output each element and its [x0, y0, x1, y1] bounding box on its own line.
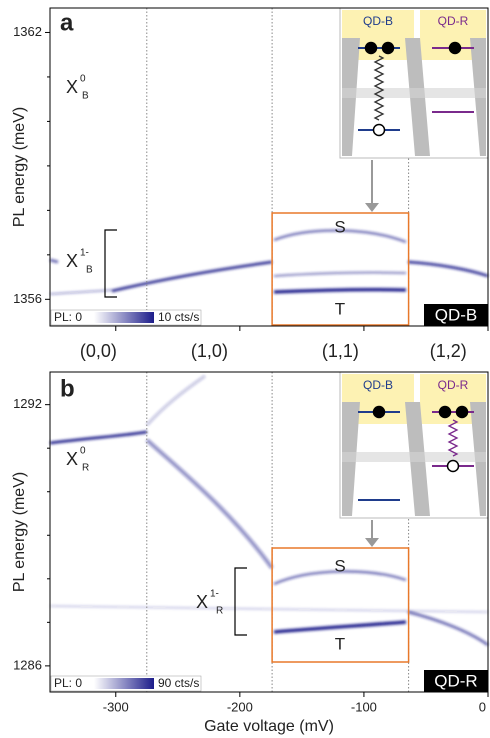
arrow-head [365, 203, 379, 212]
colorbar-max: 90 cts/s [158, 676, 199, 690]
carrier [366, 43, 377, 54]
panel-letter: b [60, 375, 75, 402]
inset-label: QD-B [363, 378, 393, 392]
y-tick-label: 1362 [13, 24, 42, 39]
carrier [374, 407, 385, 418]
charge-state: (1,2) [430, 341, 467, 361]
level-label: S [334, 217, 345, 236]
colorbar [94, 678, 154, 689]
tag: QD-R [434, 671, 477, 690]
annotation-sup: 1- [80, 248, 89, 259]
y-axis-label: PL energy (meV) [11, 472, 28, 592]
x-tick-label: -300 [103, 699, 129, 714]
x-tick-label: -100 [351, 699, 377, 714]
annotation: X [66, 449, 78, 469]
annotation-sub: B [86, 265, 93, 276]
charge-state: (1,1) [322, 341, 359, 361]
x-tick-label: 0 [479, 699, 486, 714]
level-label: T [335, 634, 345, 653]
inset-label: QD-R [438, 14, 469, 28]
charge-state: (0,0) [80, 341, 117, 361]
x-axis-label: Gate voltage (mV) [204, 718, 334, 735]
carrier [440, 407, 451, 418]
carrier [383, 43, 394, 54]
colorbar-max: 10 cts/s [158, 310, 199, 324]
inset-label: QD-B [363, 14, 393, 28]
y-tick-label: 1292 [13, 396, 42, 411]
colorbar-min: PL: 0 [54, 676, 82, 690]
carrier [457, 407, 468, 418]
arrow-head [365, 538, 379, 547]
y-axis-label: PL energy (meV) [11, 107, 28, 227]
inset: QD-B QD-R [340, 8, 488, 158]
annotation-sup: 0 [80, 446, 86, 457]
level-label: S [334, 556, 345, 575]
annotation-sup: 0 [80, 74, 86, 85]
inset: QD-B QD-R [340, 372, 488, 518]
figure: QD-BQD-R13561362PL energy (meV)aX0BX1-BS… [0, 0, 490, 738]
y-tick-label: 1356 [13, 291, 42, 306]
spectrum-a [50, 230, 488, 294]
inset-label: QD-R [438, 378, 469, 392]
annotation: X [66, 77, 78, 97]
annotation: X [196, 592, 208, 612]
annotation-sup: 1- [210, 589, 219, 600]
panel-letter: a [60, 9, 74, 36]
colorbar-min: PL: 0 [54, 310, 82, 324]
carrier [450, 43, 461, 54]
inset-gray [342, 452, 486, 462]
annotation-sub: R [82, 463, 89, 474]
tag: QD-B [435, 305, 478, 324]
bracket [235, 568, 247, 635]
carrier [374, 125, 385, 136]
x-tick-label: -200 [227, 699, 253, 714]
annotation-sub: B [82, 91, 89, 102]
inset-gray [342, 88, 486, 98]
annotation: X [66, 251, 78, 271]
level-label: T [335, 299, 345, 318]
charge-state: (1,0) [191, 341, 228, 361]
colorbar [94, 312, 154, 323]
carrier [448, 461, 459, 472]
bracket [105, 230, 117, 297]
y-tick-label: 1286 [13, 657, 42, 672]
annotation-sub: R [216, 606, 223, 617]
